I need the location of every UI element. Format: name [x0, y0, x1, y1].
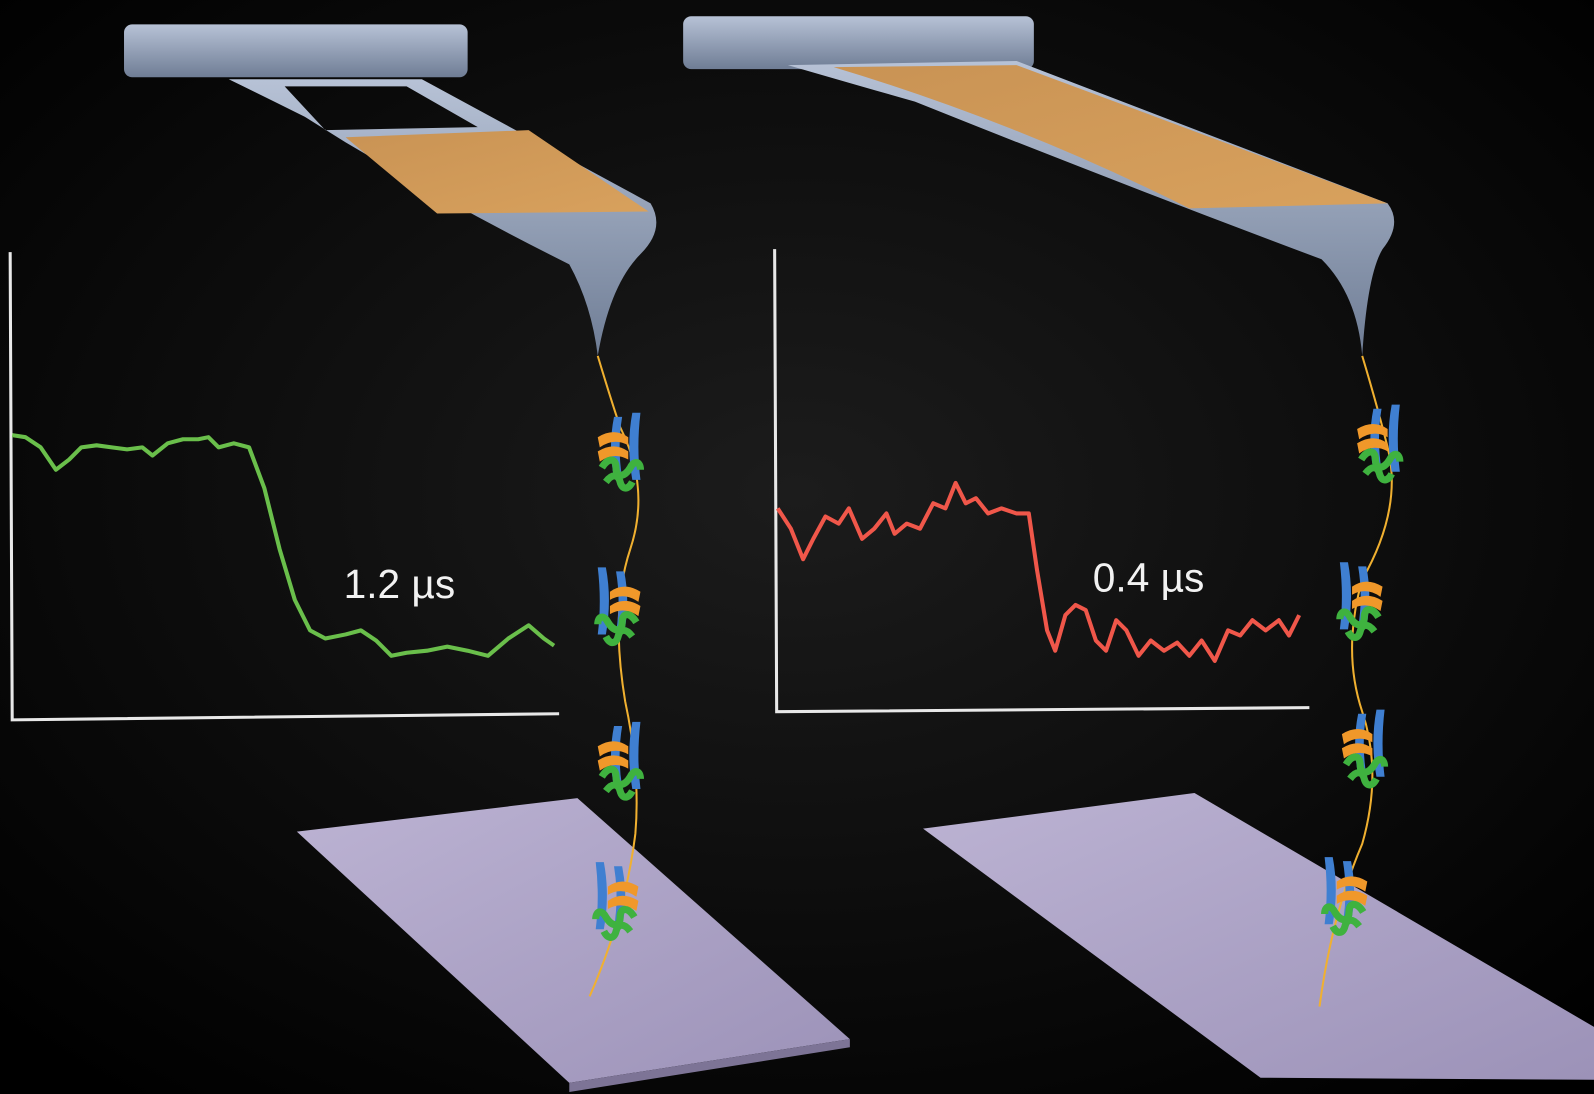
trace [11, 433, 556, 658]
cantilever-base [683, 16, 1034, 70]
substrate [923, 793, 1594, 1080]
trace [775, 480, 1302, 663]
substrate [296, 798, 850, 1083]
dwell-time-label: 1.2 µs [344, 561, 456, 607]
plot-axes [8, 252, 560, 722]
gold-pad [833, 65, 1388, 209]
dwell-time-label: 0.4 µs [1093, 555, 1205, 601]
substrate-edge [569, 1039, 850, 1092]
gold-pad [345, 130, 649, 214]
cantilever-base [124, 24, 468, 78]
plot-axes [773, 249, 1310, 714]
